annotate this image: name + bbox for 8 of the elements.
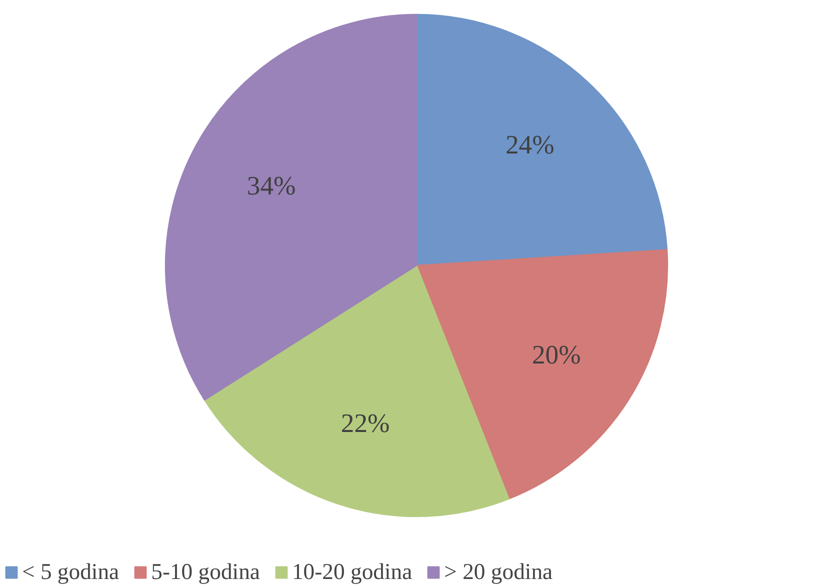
- legend-label: 5-10 godina: [151, 559, 260, 585]
- legend-label: < 5 godina: [22, 559, 120, 585]
- data-label: 24%: [505, 130, 554, 160]
- data-label: 34%: [246, 170, 296, 201]
- data-label: 20%: [532, 339, 581, 370]
- legend-label: > 20 godina: [444, 559, 553, 585]
- legend-label: 10-20 godina: [292, 559, 412, 585]
- data-label: 22%: [340, 408, 390, 438]
